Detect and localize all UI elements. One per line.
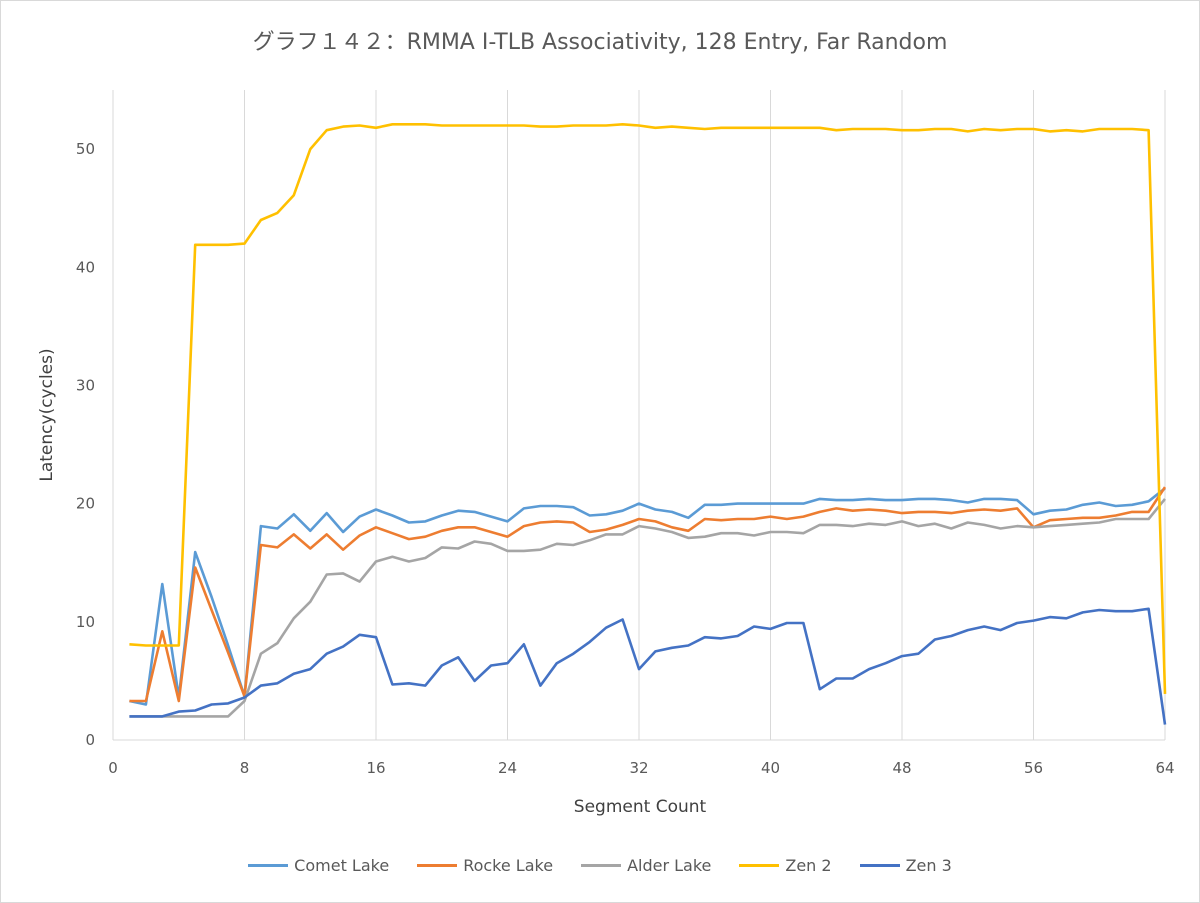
x-tick-label: 24 bbox=[498, 759, 517, 777]
x-tick-label: 64 bbox=[1155, 759, 1174, 777]
legend-item: Comet Lake bbox=[248, 856, 389, 875]
legend-swatch bbox=[248, 864, 289, 867]
legend-label: Zen 3 bbox=[905, 856, 952, 875]
legend-label: Zen 2 bbox=[785, 856, 832, 875]
y-tick-label: 40 bbox=[76, 258, 95, 276]
series-line-rocke-lake bbox=[129, 486, 1167, 703]
y-tick-label: 30 bbox=[76, 376, 95, 394]
legend-label: Comet Lake bbox=[294, 856, 390, 875]
y-axis-label: Latency(cycles) bbox=[37, 348, 57, 481]
chart-legend: Comet Lake Rocke Lake Alder Lake Zen 2 Zen 3 bbox=[0, 856, 1200, 875]
x-tick-label: 48 bbox=[892, 759, 911, 777]
x-tick-label: 8 bbox=[240, 759, 250, 777]
grid-lines bbox=[112, 90, 1166, 741]
legend-swatch bbox=[859, 864, 900, 867]
legend-label: Alder Lake bbox=[627, 856, 712, 875]
series-line-zen-2 bbox=[129, 123, 1167, 694]
y-tick-label: 10 bbox=[76, 613, 95, 631]
series-line-zen-3 bbox=[129, 607, 1167, 725]
legend-swatch bbox=[581, 864, 622, 867]
x-tick-label: 0 bbox=[108, 759, 118, 777]
legend-item: Zen 3 bbox=[859, 856, 952, 875]
x-tick-label: 56 bbox=[1024, 759, 1043, 777]
series-lines bbox=[129, 123, 1167, 725]
x-axis-label: Segment Count bbox=[574, 797, 707, 817]
legend-swatch bbox=[739, 864, 780, 867]
x-tick-label: 16 bbox=[366, 759, 385, 777]
chart-title: グラフ１４２：RMMA I-TLB Associativity, 128 Ent… bbox=[252, 30, 948, 55]
legend-item: Zen 2 bbox=[739, 856, 832, 875]
x-tick-label: 32 bbox=[629, 759, 648, 777]
y-tick-label: 20 bbox=[76, 495, 95, 513]
series-line-comet-lake bbox=[129, 487, 1166, 706]
tick-labels: 0 8 16 24 32 40 48 56 64 0 10 20 30 40 50 bbox=[76, 140, 1175, 777]
legend-item: Rocke Lake bbox=[417, 856, 553, 875]
legend-label: Rocke Lake bbox=[463, 856, 554, 875]
y-tick-label: 0 bbox=[85, 731, 95, 749]
x-tick-label: 40 bbox=[761, 759, 780, 777]
legend-swatch bbox=[417, 864, 458, 867]
y-tick-label: 50 bbox=[76, 140, 95, 158]
legend-item: Alder Lake bbox=[581, 856, 711, 875]
series-line-alder-lake bbox=[129, 498, 1167, 718]
